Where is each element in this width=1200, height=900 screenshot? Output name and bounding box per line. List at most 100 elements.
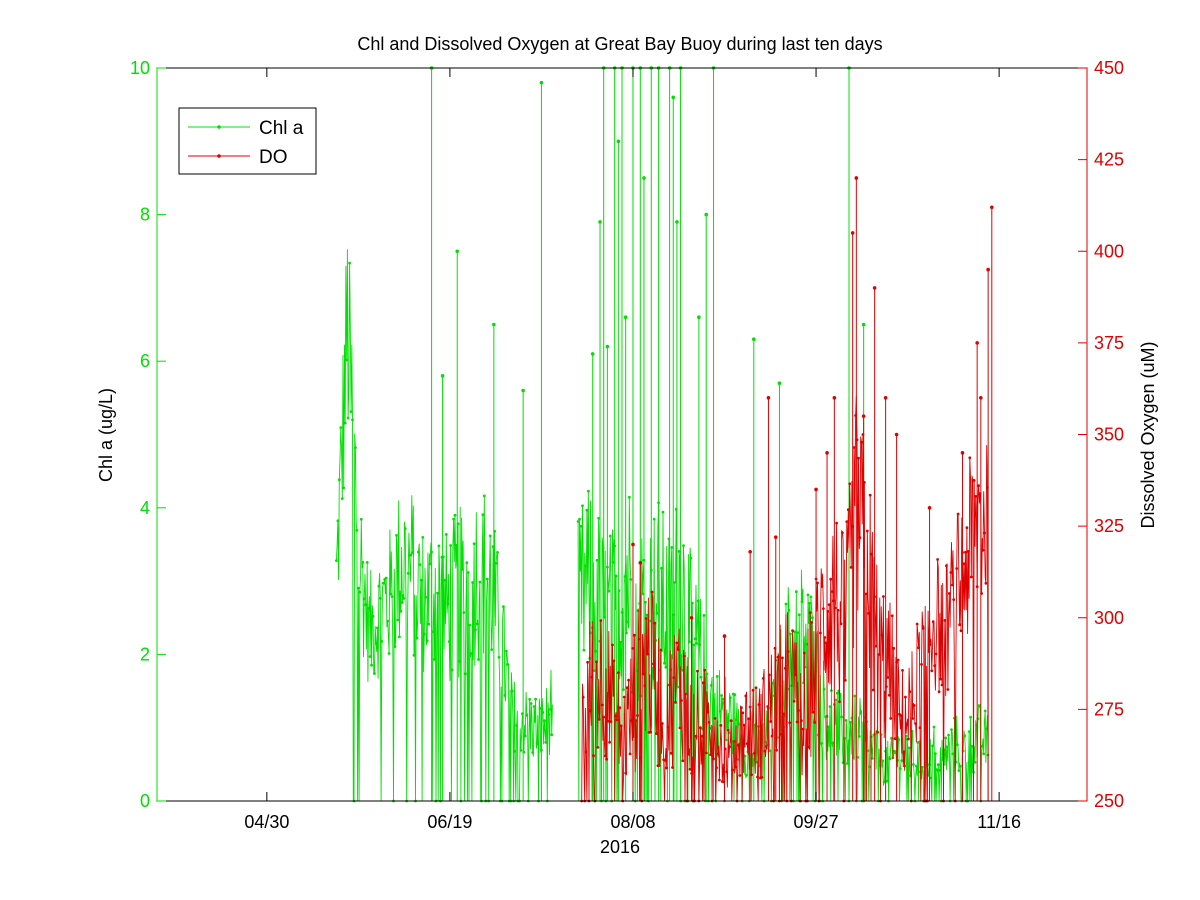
data-point [443,578,447,582]
data-point [947,733,950,737]
data-point [614,574,618,578]
data-point [365,561,369,564]
spike-point [832,396,837,400]
data-point [411,551,414,554]
data-point [597,516,600,520]
data-point [702,614,706,617]
data-point [657,764,661,767]
data-point [740,706,743,710]
data-point [764,745,768,748]
right-tick-label: 425 [1094,150,1124,170]
data-point [351,418,354,422]
data-point [337,478,341,482]
data-point [955,567,959,570]
data-point [982,752,986,756]
data-point [670,546,674,549]
x-axis-label: 2016 [600,837,640,857]
data-point [615,718,619,722]
data-point [874,644,878,648]
data-point [544,741,548,744]
data-point [806,593,810,597]
data-point [776,655,780,659]
data-point [655,611,659,615]
data-point [797,709,800,712]
data-point [690,601,694,605]
data-point [865,529,869,533]
data-point [936,763,940,767]
data-point [733,693,737,697]
data-point [637,637,641,641]
data-point [420,578,423,582]
data-point [835,691,839,695]
x-tick-label: 08/08 [610,812,655,832]
data-point [731,768,734,772]
data-point [433,658,436,661]
data-point [579,524,583,528]
data-point [699,675,703,679]
data-point [655,732,658,735]
data-point [946,688,950,691]
data-point [550,733,554,737]
data-point [786,650,790,653]
data-point [395,534,398,537]
data-point [629,578,633,581]
data-point [792,699,796,703]
data-point [917,646,920,650]
spike-point [861,414,866,418]
data-point [720,694,723,697]
data-point [840,715,844,719]
spike-point [777,381,782,385]
data-point [933,664,937,668]
data-point [644,600,647,604]
right-tick-label: 350 [1094,425,1124,445]
data-point [502,605,505,608]
data-point [858,536,862,539]
data-point [751,688,755,692]
data-point [622,688,625,691]
data-point [729,719,733,723]
data-point [682,654,686,658]
data-point [444,533,448,536]
data-point [930,669,934,673]
data-point [834,698,838,702]
data-point [980,744,984,748]
data-point [506,663,510,666]
data-point [890,614,894,618]
data-point [424,595,428,599]
right-axis-label: Dissolved Oxygen (uM) [1138,341,1158,528]
data-point [663,661,666,665]
data-point [831,741,835,745]
data-point [914,722,917,725]
data-point [805,642,808,646]
data-point [682,544,685,547]
data-point [652,662,655,666]
data-point [725,770,729,774]
data-point [897,738,901,741]
spike-point [616,139,621,144]
left-tick-label: 2 [140,644,150,664]
data-point [376,626,379,630]
data-point [504,649,508,653]
data-point [706,710,710,714]
data-point [380,640,384,643]
right-tick-label: 250 [1094,791,1124,811]
data-point [490,648,494,651]
spike-point [671,95,676,100]
spike-point [689,615,694,620]
data-point [745,773,748,777]
data-point [599,619,603,622]
data-point [461,568,464,571]
spike-point [990,205,994,210]
data-point [421,536,425,539]
legend-label-chl: Chl a [259,118,304,139]
data-point [737,722,741,726]
data-point [934,652,938,656]
data-point [800,719,803,723]
data-point [528,698,532,701]
data-point [771,681,775,685]
data-point [543,719,546,723]
spike-point [598,220,602,224]
data-point [974,495,978,498]
data-point [794,590,798,594]
data-point [753,751,756,755]
